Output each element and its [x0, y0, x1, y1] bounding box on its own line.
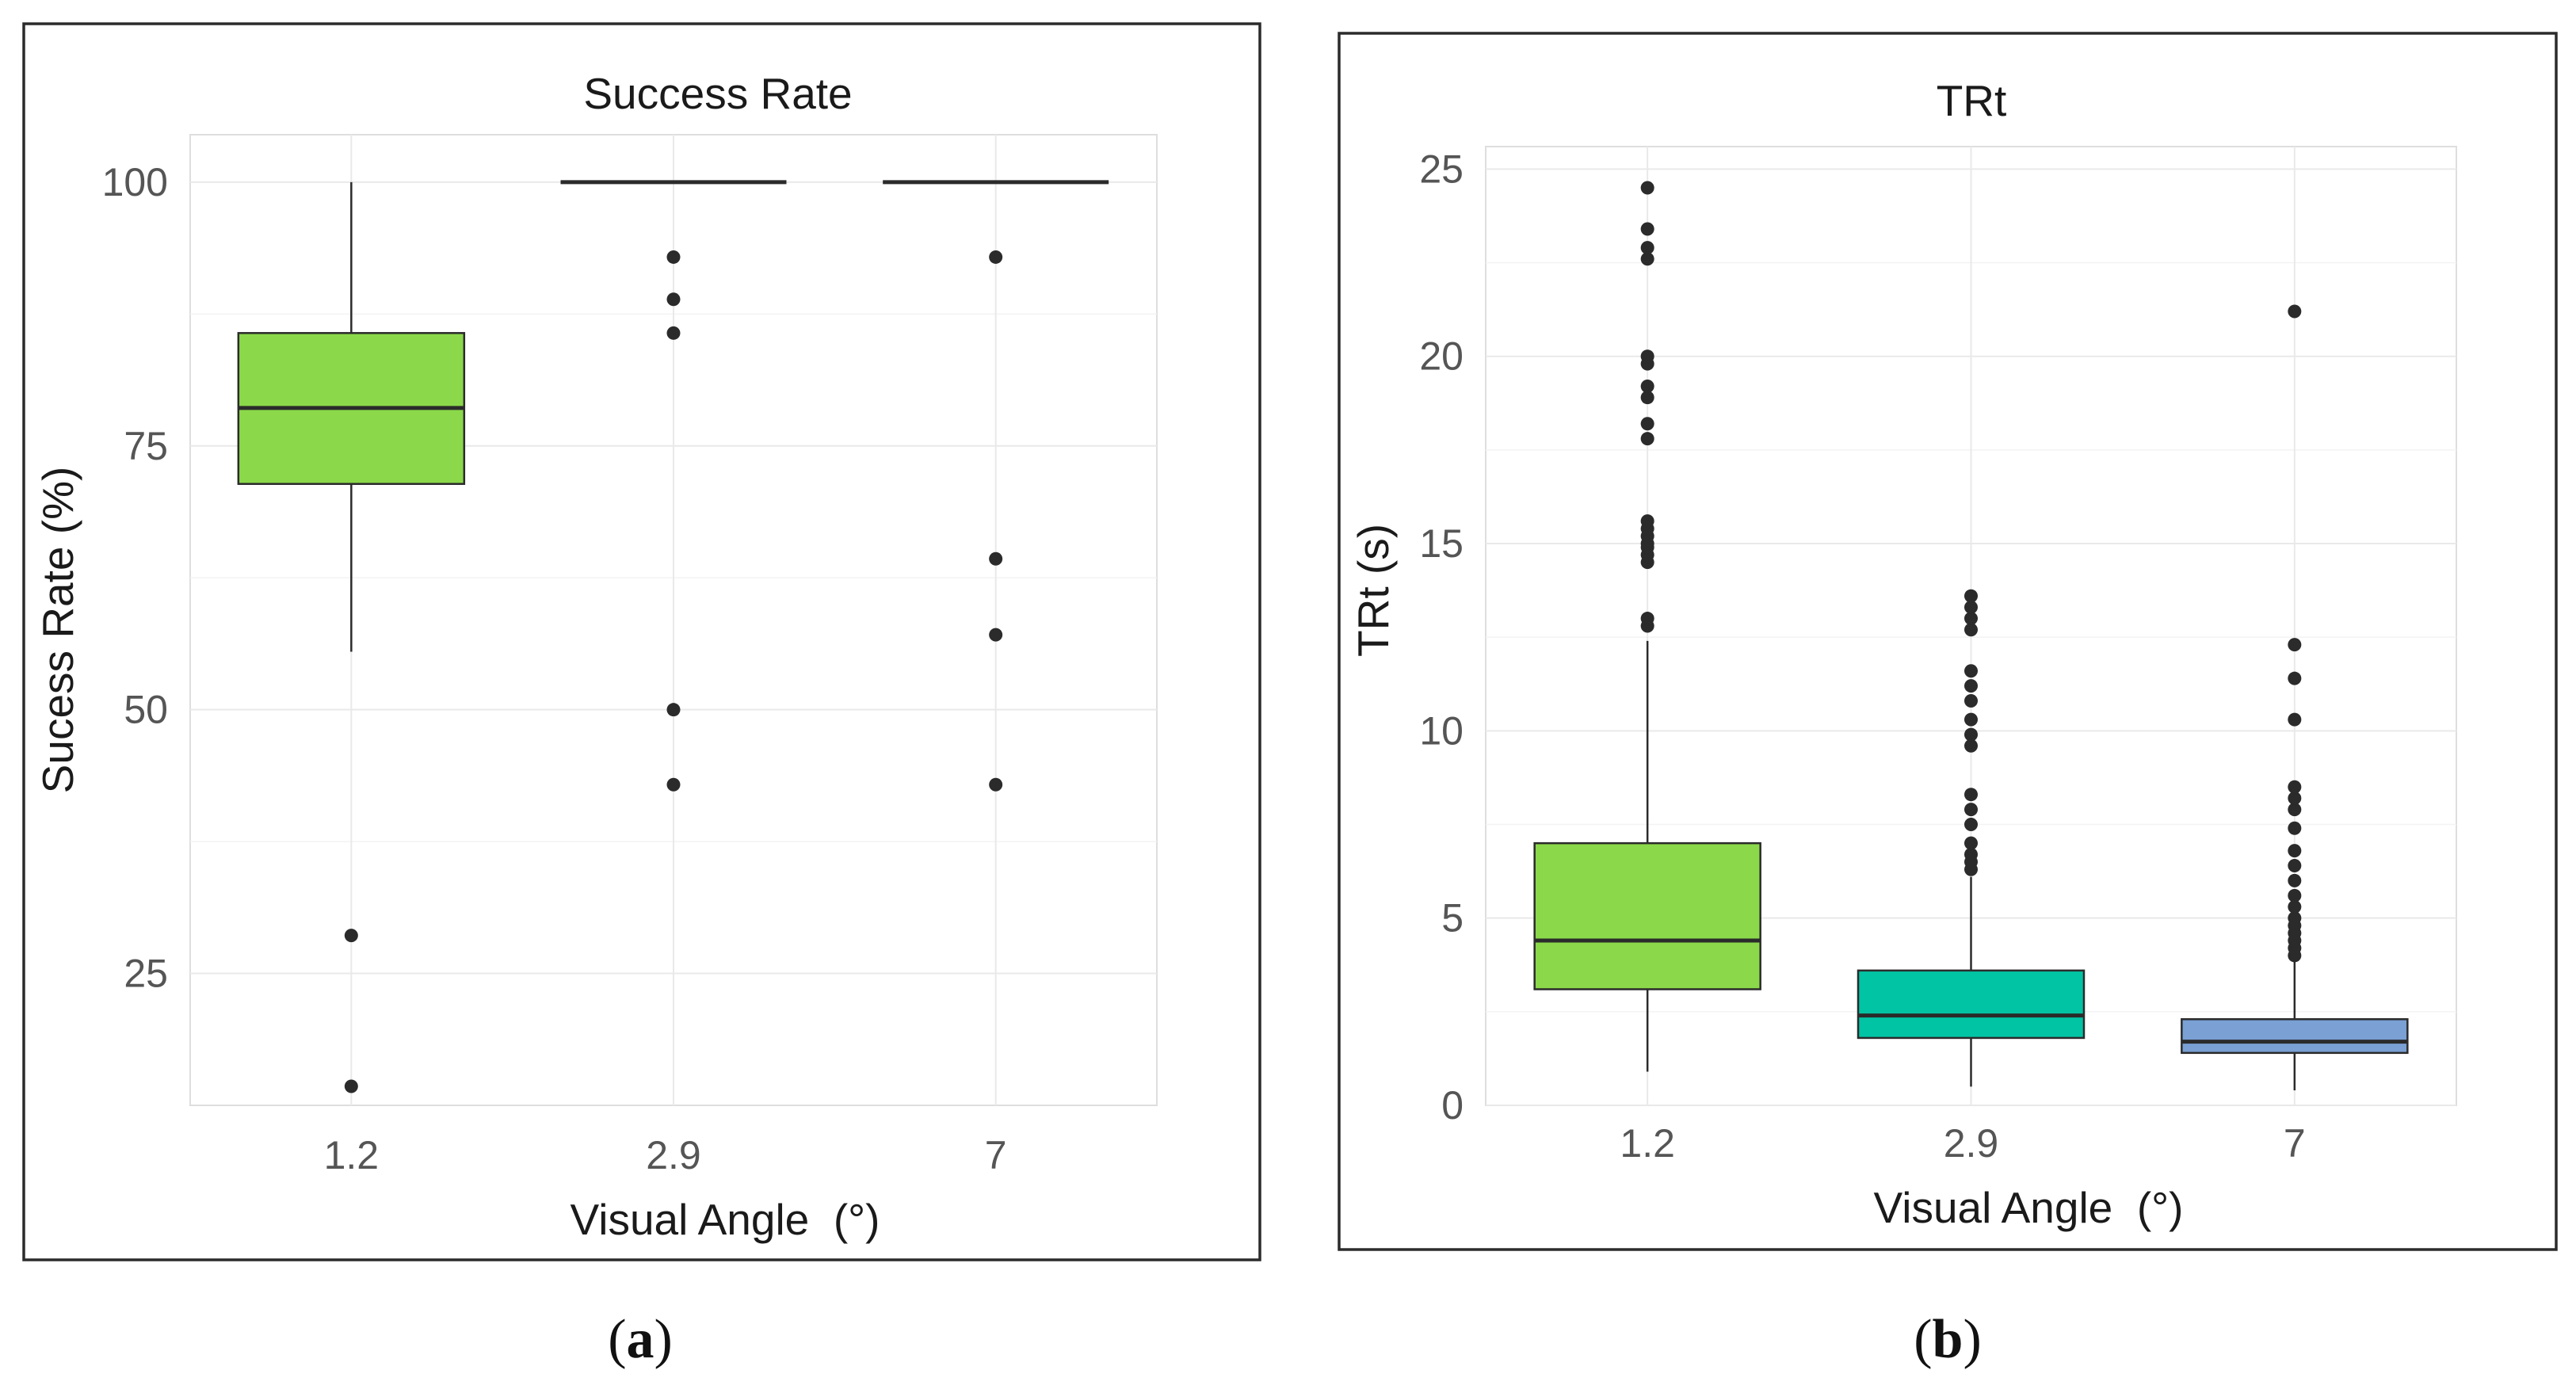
- panel-b-y-tick-10: 10: [1419, 708, 1464, 753]
- panel-b-y-tick-labels: 0 5 10 15 20 25: [1419, 147, 1464, 1128]
- outlier-point: [1964, 727, 1978, 742]
- panel-a-box-1.2: [237, 181, 466, 1093]
- outlier-point: [1964, 623, 1978, 637]
- outlier-point: [344, 1079, 358, 1093]
- panel-b-y-axis-title: TRt (s): [1349, 524, 1398, 657]
- outlier-point: [1640, 417, 1654, 431]
- outlier-point: [2288, 873, 2302, 887]
- outlier-point: [666, 703, 681, 717]
- panel-b-y-tick-5: 5: [1441, 896, 1464, 941]
- outlier-point: [1964, 818, 1978, 832]
- panel-b-box-1.2: [1533, 181, 1761, 1072]
- outlier-point: [2288, 780, 2302, 794]
- panel-b-box-2.9: [1857, 589, 2086, 1087]
- panel-a-box-2.9: [560, 180, 787, 792]
- panel-b-y-tick-25: 25: [1419, 147, 1464, 191]
- panel-b-x-tick-2.9: 2.9: [1944, 1121, 1999, 1166]
- outlier-point: [989, 551, 1003, 566]
- outlier-point: [1964, 679, 1978, 693]
- iqr-box: [1533, 841, 1761, 990]
- caption-a: (a): [608, 1309, 673, 1370]
- panel-b-y-tick-15: 15: [1419, 521, 1464, 566]
- outlier-point: [1640, 349, 1654, 364]
- outlier-point: [2288, 911, 2302, 925]
- outlier-point: [2288, 638, 2302, 652]
- outlier-point: [1964, 664, 1978, 678]
- iqr-box: [2181, 1018, 2409, 1055]
- panel-a-x-axis-title: Visual Angle (°): [571, 1195, 880, 1244]
- panel-a: 25 50 75 100 1.2 2.9 7 Success Rate Visual An…: [22, 22, 1261, 1261]
- outlier-point: [2288, 821, 2302, 835]
- panel-a-y-tick-25: 25: [124, 952, 168, 996]
- panel-b-y-tick-20: 20: [1419, 334, 1464, 379]
- panel-a-y-tick-50: 50: [124, 688, 168, 732]
- outlier-point: [1640, 222, 1654, 236]
- panel-a-x-tick-7: 7: [985, 1133, 1007, 1177]
- panel-b-x-axis-title: Visual Angle (°): [1874, 1183, 2184, 1232]
- outlier-point: [1964, 694, 1978, 708]
- panel-a-y-tick-100: 100: [102, 160, 168, 204]
- outlier-point: [1964, 612, 1978, 626]
- outlier-point: [1964, 803, 1978, 817]
- outlier-point: [1964, 600, 1978, 614]
- outlier-point: [1964, 847, 1978, 861]
- panel-b-x-tick-1.2: 1.2: [1620, 1121, 1675, 1166]
- caption-a-letter: a: [627, 1309, 654, 1370]
- panel-b-x-tick-7: 7: [2284, 1121, 2306, 1166]
- panel-a-x-tick-labels: 1.2 2.9 7: [324, 1133, 1007, 1177]
- outlier-point: [2288, 859, 2302, 872]
- panel-a-box-7: [883, 180, 1109, 792]
- caption-b: (b): [1914, 1309, 1982, 1370]
- iqr-box: [1857, 969, 2086, 1040]
- outlier-point: [344, 929, 358, 943]
- outlier-point: [666, 326, 681, 340]
- outlier-point: [1640, 514, 1654, 529]
- outlier-point: [666, 250, 681, 264]
- outlier-point: [2288, 712, 2302, 727]
- outlier-point: [989, 777, 1003, 792]
- outlier-point: [1640, 380, 1654, 393]
- panel-a-y-tick-labels: 25 50 75 100: [102, 160, 168, 996]
- outlier-point: [1964, 788, 1978, 802]
- outlier-point: [1964, 589, 1978, 603]
- outlier-point: [1964, 738, 1978, 753]
- panel-a-title: Success Rate: [583, 69, 852, 118]
- caption-b-letter: b: [1933, 1309, 1963, 1370]
- outlier-point: [2288, 899, 2302, 914]
- outlier-point: [1640, 181, 1654, 195]
- panel-b-boxes: [1533, 181, 2409, 1091]
- panel-b-box-7: [2181, 304, 2409, 1091]
- outlier-point: [2288, 844, 2302, 858]
- panel-a-frame: [22, 22, 1261, 1261]
- outlier-point: [1640, 252, 1654, 266]
- outlier-point: [2288, 803, 2302, 817]
- panel-b-x-tick-labels: 1.2 2.9 7: [1620, 1121, 2305, 1166]
- outlier-point: [2288, 888, 2302, 902]
- panel-a-x-tick-2.9: 2.9: [646, 1133, 701, 1177]
- outlier-point: [2288, 671, 2302, 685]
- outlier-point: [1640, 391, 1654, 405]
- outlier-point: [666, 292, 681, 307]
- outlier-point: [989, 628, 1003, 642]
- panel-b-y-tick-0: 0: [1441, 1083, 1464, 1128]
- outlier-point: [666, 777, 681, 792]
- panel-b-frame: [1338, 32, 2558, 1251]
- panel-a-y-tick-75: 75: [124, 424, 168, 468]
- panel-a-boxes: [237, 180, 1109, 1093]
- panel-a-x-tick-1.2: 1.2: [324, 1133, 380, 1177]
- panel-b-title: TRt: [1937, 76, 2007, 125]
- panel-a-y-axis-title: Sucess Rate (%): [33, 467, 82, 794]
- outlier-point: [2288, 304, 2302, 319]
- outlier-point: [1640, 432, 1654, 446]
- outlier-point: [1640, 241, 1654, 255]
- outlier-point: [989, 250, 1003, 264]
- outlier-point: [2288, 791, 2302, 805]
- outlier-point: [1640, 612, 1654, 626]
- outlier-point: [1964, 836, 1978, 850]
- outlier-point: [1964, 712, 1978, 727]
